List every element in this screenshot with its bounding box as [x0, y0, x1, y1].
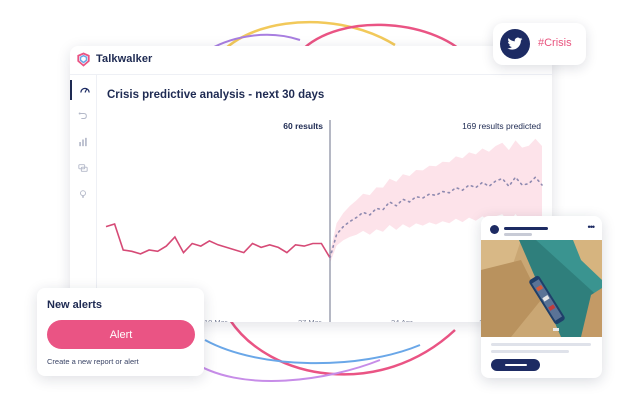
talkwalker-logo-icon — [77, 52, 90, 67]
app-window: Talkwalker Crisis predictive analysis - … — [70, 46, 552, 322]
sidebar-item-conversations[interactable] — [70, 158, 96, 178]
create-report-link[interactable]: Create a new report or alert — [47, 357, 139, 366]
twitter-avatar — [500, 29, 530, 59]
sidebar-item-analytics[interactable] — [70, 132, 96, 152]
predicted-label: 169 results predicted — [462, 121, 541, 131]
sidebar-item-insights[interactable] — [70, 184, 96, 204]
social-post-card[interactable]: ••• — [481, 216, 602, 378]
window-header: Talkwalker — [70, 46, 552, 75]
lightbulb-icon — [80, 190, 86, 198]
prediction-band — [330, 138, 542, 263]
bar-chart-icon — [79, 137, 87, 147]
more-options-icon[interactable]: ••• — [587, 222, 596, 232]
x-tick-label: 24 Apr — [391, 318, 413, 322]
chat-icon — [78, 164, 88, 172]
post-text-placeholder — [491, 350, 569, 353]
post-image — [481, 240, 602, 337]
app-name: Talkwalker — [96, 53, 153, 65]
sidebar-item-dashboard[interactable] — [70, 80, 98, 100]
post-text-placeholder — [491, 343, 591, 346]
results-label: 60 results — [283, 121, 323, 131]
alerts-title: New alerts — [47, 299, 103, 311]
hashtag-card[interactable]: #Crisis — [493, 23, 586, 65]
post-handle-placeholder — [504, 233, 532, 236]
predicted-series-line — [329, 175, 543, 259]
dashboard-icon — [80, 87, 90, 93]
x-tick-label: 27 Mar — [298, 318, 322, 322]
twitter-bird-icon — [507, 37, 523, 50]
sidebar — [70, 74, 97, 322]
post-author-placeholder — [504, 227, 548, 230]
x-tick-label: 10 Mar — [204, 318, 228, 322]
post-action-button[interactable] — [491, 359, 540, 371]
chart-title: Crisis predictive analysis - next 30 day… — [107, 89, 325, 101]
hashtag-label: #Crisis — [538, 37, 572, 49]
routes-icon — [78, 112, 87, 119]
new-alerts-card: New alerts Alert Create a new report or … — [37, 288, 204, 376]
actual-series-line — [105, 223, 331, 259]
post-avatar — [490, 225, 499, 234]
alert-button[interactable]: Alert — [47, 320, 195, 349]
sidebar-item-routes[interactable] — [70, 106, 96, 126]
